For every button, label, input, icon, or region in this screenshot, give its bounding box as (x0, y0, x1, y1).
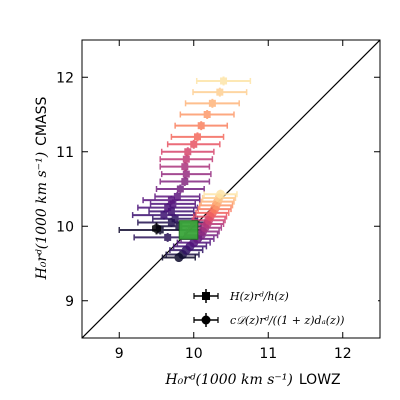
legend-label: c𝒟(z)rᵈ/((1 + z)dₐ(z)) (230, 314, 344, 327)
x-tick-label: 11 (259, 346, 277, 362)
circle-marker (174, 253, 184, 263)
square-marker (176, 185, 184, 193)
data-point (195, 76, 252, 86)
legend-square-marker (202, 292, 210, 300)
square-marker (203, 111, 211, 118)
square-marker (167, 196, 175, 204)
data-point (203, 189, 238, 199)
x-axis-label-math: H₀rᵈ(1000 km s⁻¹) (164, 372, 293, 388)
y-tick-label: 10 (56, 219, 74, 235)
square-marker (160, 211, 168, 219)
square-marker (171, 215, 179, 223)
data-point (179, 110, 235, 119)
square-marker (164, 204, 172, 212)
data-point (174, 121, 229, 131)
y-tick-label: 11 (56, 145, 74, 161)
square-marker (216, 88, 224, 96)
data-point (152, 222, 161, 235)
data-point (160, 169, 212, 179)
highlight-square (178, 220, 199, 240)
data-point (192, 87, 248, 97)
y-axis-label: H₀rᵈ(1000 km s⁻¹) CMASS (34, 97, 50, 281)
plot-inner (82, 40, 380, 338)
square-marker (181, 178, 189, 186)
square-marker (167, 207, 175, 215)
data-point (155, 184, 205, 194)
x-axis-label-suffix: LOWZ (299, 372, 341, 388)
legend-circle-marker (201, 315, 211, 325)
square-marker (208, 99, 216, 107)
axis-ticks: 9 10 11 12 9 10 11 12 (56, 40, 380, 362)
series-squares (118, 76, 252, 242)
legend-entry: c𝒟(z)rᵈ/((1 + z)dₐ(z)) (193, 313, 344, 327)
legend-box (188, 282, 378, 332)
data-point (159, 162, 211, 172)
square-marker (181, 163, 189, 171)
y-axis-label-math: H₀rᵈ(1000 km s⁻¹) (34, 152, 50, 281)
legend: H(z)rᵈ/h(z) c𝒟(z)rᵈ/((1 + z)dₐ(z)) (188, 282, 378, 332)
x-tick-label: 12 (334, 346, 352, 362)
data-point (166, 139, 221, 149)
circle-marker (216, 189, 226, 199)
y-tick-label: 9 (65, 294, 74, 310)
data-point (160, 147, 215, 157)
square-marker (197, 122, 205, 130)
plot-area (82, 40, 380, 338)
data-point (159, 154, 214, 164)
y-tick-label: 12 (56, 70, 74, 86)
square-marker (193, 133, 201, 141)
data-point (142, 195, 201, 205)
data-point (170, 132, 225, 142)
data-point (159, 177, 211, 187)
y-axis-label-suffix: CMASS (34, 97, 50, 146)
data-point (161, 253, 196, 263)
square-marker (169, 200, 177, 208)
legend-entry: H(z)rᵈ/h(z) (193, 289, 289, 303)
square-marker (190, 140, 198, 148)
square-marker (164, 233, 172, 241)
square-marker (182, 155, 190, 163)
square-marker (182, 170, 190, 178)
square-marker (167, 219, 175, 227)
square-marker (184, 148, 192, 156)
legend-label: H(z)rᵈ/h(z) (229, 290, 289, 303)
x-tick-label: 10 (185, 346, 203, 362)
data-point (184, 98, 240, 108)
x-tick-label: 9 (115, 346, 124, 362)
x-axis-label: H₀rᵈ(1000 km s⁻¹) LOWZ (164, 372, 340, 388)
circle-marker (152, 223, 161, 233)
diagonal-line (82, 40, 380, 338)
plot-frame (81, 39, 381, 339)
square-marker (173, 192, 181, 200)
square-marker (220, 77, 228, 85)
